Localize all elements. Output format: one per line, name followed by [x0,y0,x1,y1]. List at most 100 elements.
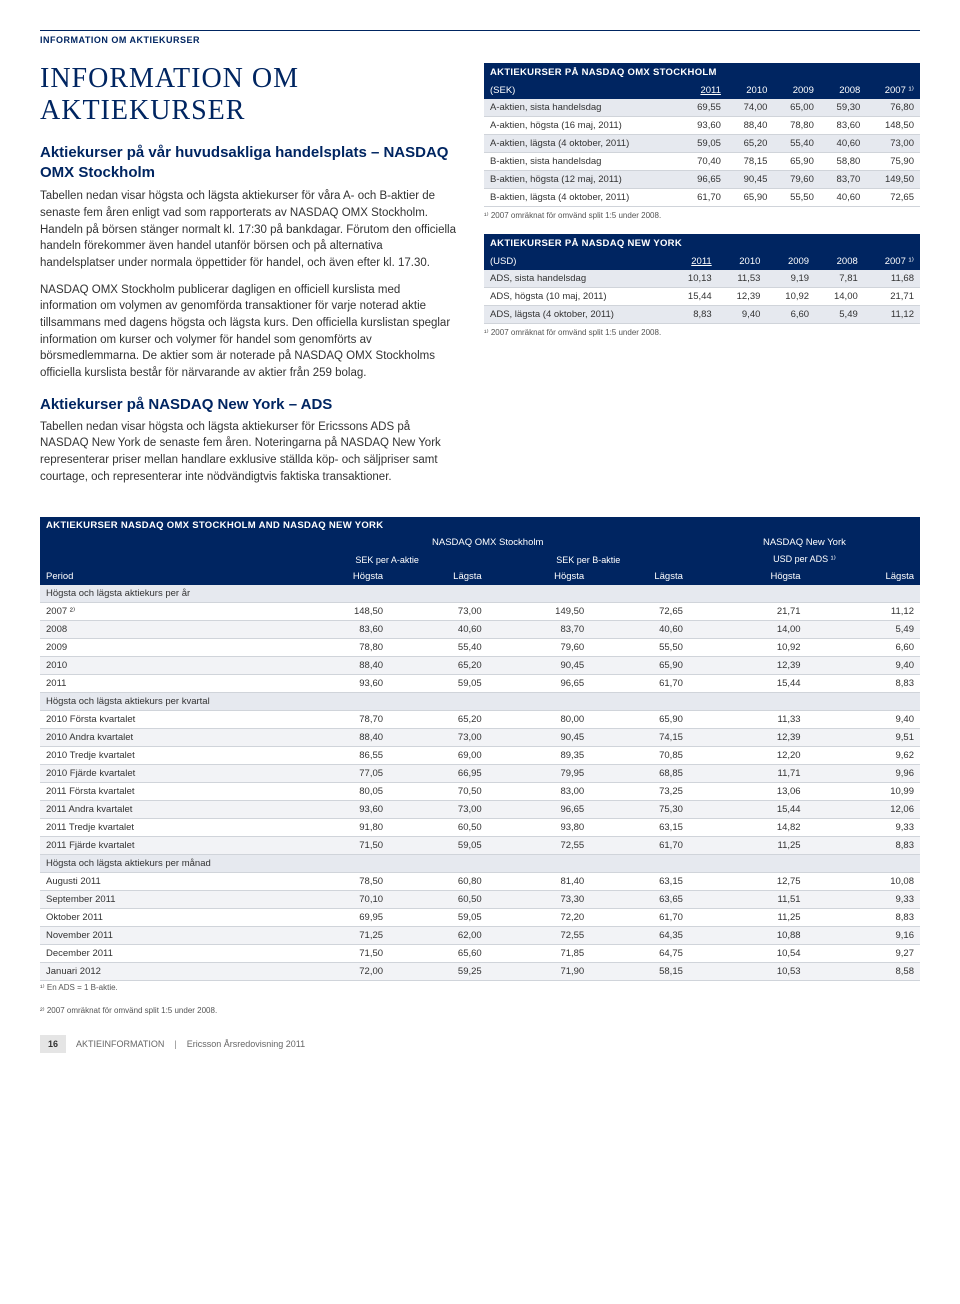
cell-value: 9,33 [807,891,920,909]
cell-value: 65,20 [389,657,488,675]
cell-value: 71,50 [287,945,390,963]
table2-year-3: 2008 [815,253,864,270]
cell-value: 74,00 [727,99,773,117]
bigtable-sub3: USD per ADS ¹⁾ [689,551,920,568]
cell-value: 59,30 [820,99,866,117]
bigtable-footnote-1: ¹⁾ En ADS = 1 B-aktie. [40,983,920,992]
cell-value: 55,50 [590,639,689,657]
cell-value: 63,15 [590,819,689,837]
cell-value: 71,85 [488,945,591,963]
cell-value: 71,50 [287,837,390,855]
cell-value: 10,54 [689,945,807,963]
row-label: 2010 [40,657,287,675]
table-row: B-aktien, högsta (12 maj, 2011)96,6590,4… [484,171,920,189]
cell-value: 11,33 [689,711,807,729]
table-row: 2010 Andra kvartalet88,4073,0090,4574,15… [40,729,920,747]
cell-value: 96,65 [488,801,591,819]
cell-value: 78,80 [287,639,390,657]
table-row: B-aktien, sista handelsdag70,4078,1565,9… [484,153,920,171]
cell-value: 83,70 [488,621,591,639]
cell-value: 71,25 [287,927,390,945]
cell-value: 89,35 [488,747,591,765]
row-label: 2008 [40,621,287,639]
cell-value: 65,90 [727,189,773,207]
cell-value: 68,85 [590,765,689,783]
cell-value: 9,51 [807,729,920,747]
cell-value: 10,92 [689,639,807,657]
cell-value: 10,92 [766,288,815,306]
row-label: A-aktien, sista handelsdag [484,99,680,117]
cell-value: 8,83 [807,837,920,855]
table-row: 2010 Tredje kvartalet86,5569,0089,3570,8… [40,747,920,765]
cell-value: 40,60 [820,189,866,207]
cell-value: 149,50 [488,603,591,621]
cell-value: 65,00 [773,99,819,117]
cell-value: 15,44 [689,675,807,693]
table-row: ADS, lägsta (4 oktober, 2011)8,839,406,6… [484,306,920,324]
page-number: 16 [40,1035,66,1053]
cell-value: 69,95 [287,909,390,927]
cell-value: 77,05 [287,765,390,783]
table-row: September 201170,1060,5073,3063,6511,519… [40,891,920,909]
row-label: 2011 Andra kvartalet [40,801,287,819]
cell-value: 10,08 [807,873,920,891]
cell-value: 9,96 [807,765,920,783]
row-label: ADS, högsta (10 maj, 2011) [484,288,669,306]
cell-value: 93,80 [488,819,591,837]
cell-value: 55,50 [773,189,819,207]
table1-year-4: 2007 ¹⁾ [866,82,920,99]
cell-value: 65,90 [590,711,689,729]
cell-value: 9,40 [807,711,920,729]
cell-value: 8,58 [807,963,920,981]
table-row: November 201171,2562,0072,5564,3510,889,… [40,927,920,945]
cell-value: 59,05 [389,909,488,927]
cell-value: 12,06 [807,801,920,819]
row-label: 2010 Fjärde kvartalet [40,765,287,783]
top-label: INFORMATION OM AKTIEKURSER [40,30,920,45]
cell-value: 73,00 [389,801,488,819]
cell-value: 70,85 [590,747,689,765]
paragraph-1: Tabellen nedan visar högsta och lägsta a… [40,188,460,271]
cell-value: 59,05 [389,837,488,855]
cell-value: 10,53 [689,963,807,981]
cell-value: 63,65 [590,891,689,909]
table1-footnote: ¹⁾ 2007 omräknat för omvänd split 1:5 un… [484,211,920,220]
cell-value: 70,40 [680,153,726,171]
row-label: 2011 Tredje kvartalet [40,819,287,837]
row-label: 2010 Tredje kvartalet [40,747,287,765]
cell-value: 15,44 [689,801,807,819]
table1-year-2: 2009 [773,82,819,99]
cell-value: 6,60 [807,639,920,657]
cell-value: 21,71 [864,288,920,306]
cell-value: 14,82 [689,819,807,837]
table1-unit: (SEK) [484,82,680,99]
row-label: November 2011 [40,927,287,945]
cell-value: 9,16 [807,927,920,945]
table1-year-3: 2008 [820,82,866,99]
cell-value: 83,00 [488,783,591,801]
cell-value: 11,51 [689,891,807,909]
cell-value: 96,65 [488,675,591,693]
cell-value: 63,15 [590,873,689,891]
row-label: A-aktien, lägsta (4 oktober, 2011) [484,135,680,153]
cell-value: 12,75 [689,873,807,891]
cell-value: 40,60 [389,621,488,639]
row-label: Januari 2012 [40,963,287,981]
cell-value: 83,60 [820,117,866,135]
row-label: Augusti 2011 [40,873,287,891]
row-label: 2011 Fjärde kvartalet [40,837,287,855]
row-label: December 2011 [40,945,287,963]
cell-value: 7,81 [815,270,864,288]
cell-value: 80,05 [287,783,390,801]
table-row: 2011 Tredje kvartalet91,8060,5093,8063,1… [40,819,920,837]
table-row: A-aktien, högsta (16 maj, 2011)93,6088,4… [484,117,920,135]
table-row: Augusti 201178,5060,8081,4063,1512,7510,… [40,873,920,891]
cell-value: 72,20 [488,909,591,927]
table2-footnote: ¹⁾ 2007 omräknat för omvänd split 1:5 un… [484,328,920,337]
cell-value: 13,06 [689,783,807,801]
cell-value: 60,80 [389,873,488,891]
table-row: B-aktien, lägsta (4 oktober, 2011)61,706… [484,189,920,207]
cell-value: 69,00 [389,747,488,765]
bigtable-col-3: Lägsta [590,568,689,585]
row-label: 2011 Första kvartalet [40,783,287,801]
